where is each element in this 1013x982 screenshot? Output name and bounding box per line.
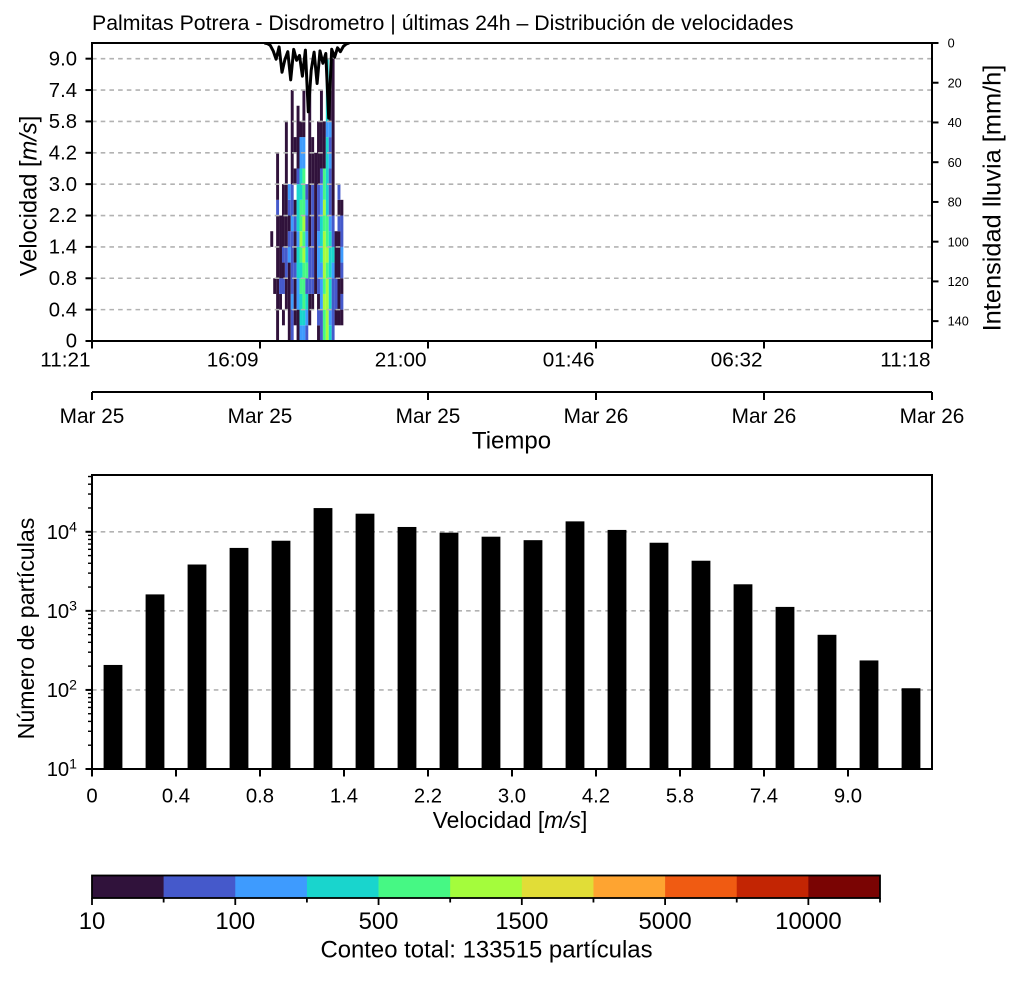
svg-text:3.0: 3.0 <box>49 174 77 196</box>
svg-text:4.2: 4.2 <box>582 785 610 807</box>
svg-text:Mar 25: Mar 25 <box>60 405 125 428</box>
svg-text:Mar 25: Mar 25 <box>228 405 293 428</box>
svg-text:0: 0 <box>66 331 77 353</box>
svg-text:5000: 5000 <box>639 908 692 935</box>
svg-text:9.0: 9.0 <box>834 785 862 807</box>
svg-text:Palmitas Potrera - Disdrometro: Palmitas Potrera - Disdrometro | últimas… <box>92 11 794 35</box>
svg-text:10000: 10000 <box>775 908 841 935</box>
svg-text:100: 100 <box>215 908 255 935</box>
svg-text:06:32: 06:32 <box>711 349 763 372</box>
svg-text:Velocidad [m/s]: Velocidad [m/s] <box>433 807 588 833</box>
svg-text:0.4: 0.4 <box>49 299 77 321</box>
svg-text:Mar 25: Mar 25 <box>396 405 461 428</box>
svg-text:20: 20 <box>948 76 962 90</box>
svg-text:11:21: 11:21 <box>40 349 90 372</box>
svg-text:0: 0 <box>86 785 97 807</box>
svg-text:1.4: 1.4 <box>49 237 77 259</box>
svg-text:1500: 1500 <box>495 908 548 935</box>
svg-text:5.8: 5.8 <box>666 785 694 807</box>
svg-text:0.8: 0.8 <box>246 785 274 807</box>
svg-text:01:46: 01:46 <box>543 349 595 372</box>
svg-text:0.4: 0.4 <box>162 785 190 807</box>
svg-text:100: 100 <box>948 235 969 249</box>
svg-text:Número de partículas: Número de partículas <box>13 518 39 740</box>
svg-text:4.2: 4.2 <box>49 143 77 165</box>
svg-text:40: 40 <box>948 116 962 130</box>
svg-text:Mar 26: Mar 26 <box>732 405 797 428</box>
svg-text:Intensidad lluvia [mm/h]: Intensidad lluvia [mm/h] <box>979 65 1007 332</box>
svg-text:Mar 26: Mar 26 <box>564 405 629 428</box>
svg-text:16:09: 16:09 <box>207 349 259 372</box>
svg-text:11:18: 11:18 <box>880 349 930 372</box>
svg-text:21:00: 21:00 <box>375 349 427 372</box>
svg-text:140: 140 <box>948 315 969 329</box>
svg-text:7.4: 7.4 <box>49 80 77 102</box>
svg-text:80: 80 <box>948 196 962 210</box>
svg-text:9.0: 9.0 <box>49 48 77 70</box>
svg-text:120: 120 <box>948 275 969 289</box>
svg-text:Tiempo: Tiempo <box>472 427 551 454</box>
svg-text:Conteo total: 133515 partícula: Conteo total: 133515 partículas <box>320 937 652 964</box>
svg-text:0.8: 0.8 <box>49 268 77 290</box>
svg-text:60: 60 <box>948 156 962 170</box>
svg-text:Mar 26: Mar 26 <box>900 405 965 428</box>
svg-text:5.8: 5.8 <box>49 111 77 133</box>
svg-text:2.2: 2.2 <box>49 205 77 227</box>
svg-text:2.2: 2.2 <box>414 785 442 807</box>
svg-text:10: 10 <box>79 908 106 935</box>
svg-text:7.4: 7.4 <box>750 785 778 807</box>
svg-text:Velocidad [m/s]: Velocidad [m/s] <box>17 116 43 277</box>
svg-text:1.4: 1.4 <box>330 785 358 807</box>
svg-text:3.0: 3.0 <box>498 785 526 807</box>
svg-text:0: 0 <box>948 37 955 51</box>
svg-text:500: 500 <box>359 908 399 935</box>
